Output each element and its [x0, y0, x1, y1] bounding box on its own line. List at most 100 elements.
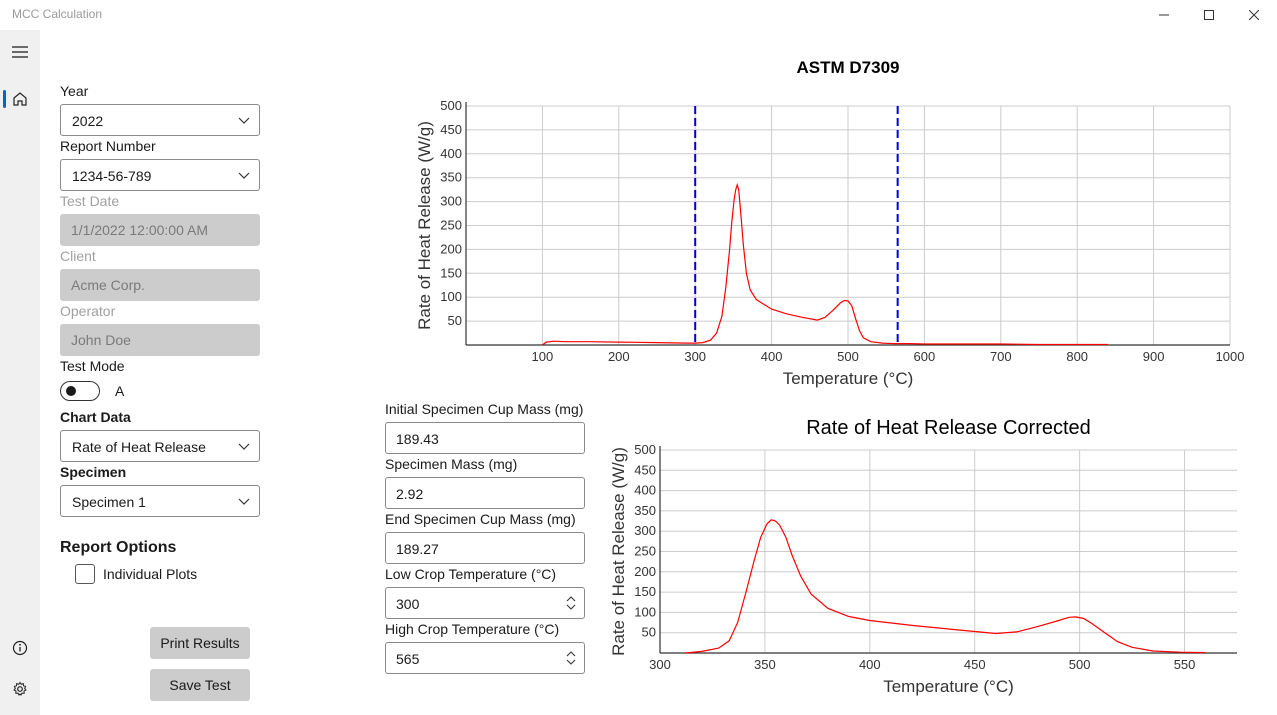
report-number-select[interactable]: 1234-56-789: [60, 159, 260, 191]
close-button[interactable]: [1231, 0, 1277, 30]
astm-series-line: [542, 182, 1108, 346]
maximize-button[interactable]: [1186, 0, 1232, 30]
corrected-x-tick-label: 450: [964, 657, 986, 672]
low-crop-value: 300: [396, 596, 420, 612]
corrected-y-tick-label: 200: [634, 564, 656, 579]
astm-y-tick-label: 350: [440, 170, 462, 185]
chart-data-label: Chart Data: [60, 409, 131, 425]
high-crop-label: High Crop Temperature (°C): [385, 621, 560, 637]
corrected-y-tick-label: 400: [634, 483, 656, 498]
info-icon[interactable]: [8, 636, 32, 660]
chevron-down-icon: [238, 498, 250, 505]
navigation-rail: [0, 30, 40, 715]
corrected-x-tick-label: 300: [649, 657, 671, 672]
corrected-y-tick-label: 250: [634, 544, 656, 559]
selected-indicator: [3, 90, 6, 108]
app-title: MCC Calculation: [12, 7, 103, 21]
chart-data-select[interactable]: Rate of Heat Release: [60, 430, 260, 462]
corrected-title: Rate of Heat Release Corrected: [806, 417, 1091, 439]
client-field: Acme Corp.: [60, 269, 260, 301]
print-results-button[interactable]: Print Results: [150, 627, 250, 659]
astm-x-tick-label: 600: [914, 349, 936, 364]
astm-y-tick-label: 450: [440, 122, 462, 137]
corrected-y-tick-label: 100: [634, 604, 656, 619]
astm-x-tick-label: 1000: [1216, 349, 1245, 364]
initial-cup-mass-value: 189.43: [396, 431, 439, 447]
home-icon[interactable]: [8, 87, 32, 111]
initial-cup-mass-label: Initial Specimen Cup Mass (mg): [385, 401, 584, 417]
spinner-icon[interactable]: [566, 595, 576, 611]
initial-cup-mass-input[interactable]: 189.43: [385, 422, 585, 454]
report-number-label: Report Number: [60, 138, 156, 154]
settings-icon[interactable]: [8, 677, 32, 701]
test-mode-label: Test Mode: [60, 358, 125, 374]
astm-x-axis-label: Temperature (°C): [783, 369, 914, 388]
operator-label: Operator: [60, 303, 116, 319]
corrected-x-tick-label: 550: [1174, 657, 1196, 672]
test-mode-toggle[interactable]: [60, 381, 100, 401]
minimize-button[interactable]: [1141, 0, 1187, 30]
corrected-y-tick-label: 50: [642, 625, 656, 640]
astm-x-tick-label: 100: [532, 349, 554, 364]
high-crop-input[interactable]: 565: [385, 642, 585, 674]
astm-y-tick-label: 200: [440, 241, 462, 256]
operator-value: John Doe: [71, 332, 131, 348]
individual-plots-label: Individual Plots: [103, 566, 198, 582]
client-label: Client: [60, 248, 96, 264]
specimen-mass-value: 2.92: [396, 486, 424, 502]
chart-data-value: Rate of Heat Release: [72, 439, 206, 455]
end-cup-mass-input[interactable]: 189.27: [385, 532, 585, 564]
corrected-y-tick-label: 300: [634, 523, 656, 538]
astm-y-tick-label: 400: [440, 146, 462, 161]
corrected-series-line: [685, 519, 1206, 654]
year-value: 2022: [72, 113, 104, 129]
chevron-down-icon: [238, 117, 250, 124]
specimen-mass-input[interactable]: 2.92: [385, 477, 585, 509]
corrected-x-tick-label: 500: [1069, 657, 1091, 672]
report-options-title: Report Options: [60, 539, 177, 556]
corrected-y-tick-label: 350: [634, 503, 656, 518]
specimen-value: Specimen 1: [72, 494, 146, 510]
astm-y-tick-label: 100: [440, 289, 462, 304]
astm-x-tick-label: 200: [608, 349, 630, 364]
year-select[interactable]: 2022: [60, 104, 260, 136]
astm-y-tick-label: 50: [448, 313, 462, 328]
corrected-y-axis-label: Rate of Heat Release (W/g): [609, 447, 628, 656]
astm-y-tick-label: 250: [440, 218, 462, 233]
title-bar: MCC Calculation: [0, 0, 1277, 30]
astm-x-tick-label: 700: [990, 349, 1012, 364]
astm-x-tick-label: 500: [837, 349, 859, 364]
save-test-button[interactable]: Save Test: [150, 669, 250, 701]
corrected-y-tick-label: 150: [634, 584, 656, 599]
corrected-x-tick-label: 400: [859, 657, 881, 672]
toggle-knob: [66, 386, 76, 396]
year-label: Year: [60, 83, 89, 99]
specimen-label: Specimen: [60, 464, 127, 480]
chevron-down-icon: [238, 443, 250, 450]
corrected-x-axis-label: Temperature (°C): [883, 677, 1014, 696]
test-date-value: 1/1/2022 12:00:00 AM: [71, 222, 208, 238]
test-date-label: Test Date: [60, 193, 120, 209]
close-icon: [1249, 10, 1259, 20]
astm-chart: 100 200 300 400 500 600 700 800 900 1000 50 100 150 2…: [415, 58, 1245, 388]
astm-x-tick-label: 300: [684, 349, 706, 364]
corrected-y-tick-label: 500: [634, 442, 656, 457]
high-crop-value: 565: [396, 651, 420, 667]
astm-title: ASTM D7309: [797, 58, 900, 77]
client-value: Acme Corp.: [71, 277, 145, 293]
spinner-icon[interactable]: [566, 650, 576, 666]
astm-x-tick-label: 900: [1143, 349, 1165, 364]
specimen-select[interactable]: Specimen 1: [60, 485, 260, 517]
individual-plots-checkbox[interactable]: [75, 564, 95, 584]
astm-y-axis-label: Rate of Heat Release (W/g): [415, 121, 434, 330]
astm-y-tick-label: 500: [440, 98, 462, 113]
astm-y-tick-label: 150: [440, 265, 462, 280]
low-crop-input[interactable]: 300: [385, 587, 585, 619]
end-cup-mass-value: 189.27: [396, 541, 439, 557]
corrected-x-tick-label: 350: [754, 657, 776, 672]
low-crop-label: Low Crop Temperature (°C): [385, 566, 557, 582]
operator-field: John Doe: [60, 324, 260, 356]
end-cup-mass-label: End Specimen Cup Mass (mg): [385, 511, 576, 527]
specimen-mass-label: Specimen Mass (mg): [385, 456, 518, 472]
menu-icon[interactable]: [8, 40, 32, 64]
